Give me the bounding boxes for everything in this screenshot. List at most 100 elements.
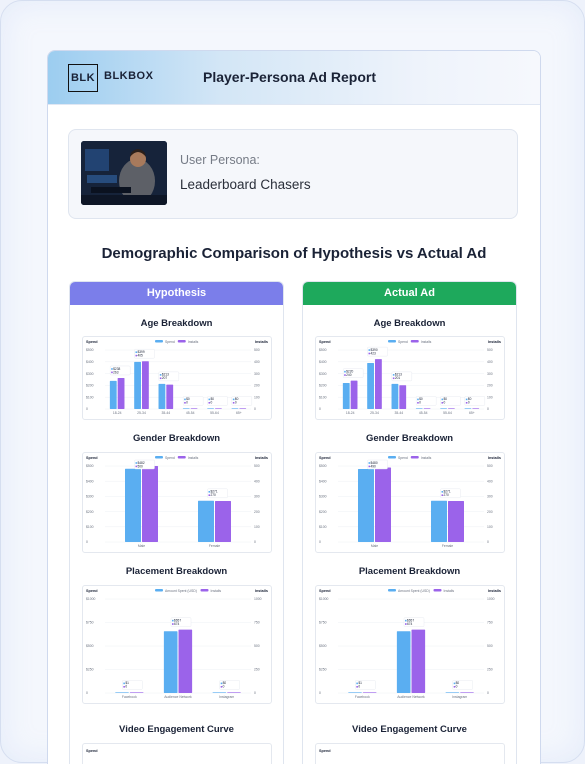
data-label-box [207,488,228,499]
y-tick-left: $300 [319,495,327,499]
data-label-swatch [220,686,223,688]
data-label-installs: 0 [125,685,127,689]
bar-spend [158,383,166,409]
data-label-installs: 0 [419,401,421,405]
x-tick-label: Audience Network [164,695,192,699]
y-tick-left: $100 [86,525,94,529]
y-tick-left: 0 [319,407,321,411]
bar-spend [445,692,460,693]
y-tick-right: 500 [487,464,493,468]
data-label-swatch [232,398,235,401]
data-label-installs: 0 [223,685,225,689]
x-tick-label: Instagram [452,695,467,699]
bar-spend [231,408,239,409]
data-label-swatch [111,368,113,370]
x-tick-label: 35-44 [161,411,170,415]
data-label-swatch [184,402,186,404]
y-axis-label-left: Spend [319,456,331,460]
gender-chart: Spend Installs Spend Installs $500 500 $400 400… [315,452,505,553]
legend-swatch-installs [200,589,209,592]
y-tick-left: $400 [86,479,94,483]
data-label-swatch [417,402,419,404]
x-tick-label: 45-54 [419,411,428,415]
legend-label-spend: Spend [165,340,175,344]
x-tick-label: Facebook [122,695,137,699]
data-label-installs: 0 [358,685,360,689]
y-tick-left: $200 [86,510,94,514]
data-label-box [367,459,388,470]
y-axis-label-right: Installs [255,340,268,344]
data-label-installs: 674 [174,622,180,626]
x-tick-label: Male [371,544,378,548]
bar-spend [348,692,362,693]
data-label-spend: $482 [138,461,145,465]
y-tick-right: 750 [487,621,493,625]
data-label-swatch [368,349,371,351]
data-label-box [170,617,192,627]
y-tick-right: 0 [254,540,256,544]
bar-spend [212,692,227,693]
x-tick-label: 35-44 [394,411,403,415]
bar-spend [342,383,350,409]
data-label-swatch [111,371,113,374]
logo-mark: BLK [68,64,98,92]
bar-installs [375,467,391,542]
bar-spend [115,692,129,693]
y-tick-right: 300 [487,372,493,376]
data-label-box [342,368,364,378]
data-label-swatch [453,682,456,685]
y-axis-label-right: Installs [255,589,268,593]
legend-label-installs: Installs [188,456,199,460]
actual-header: Actual Ad [303,282,516,305]
y-tick-right: 500 [254,644,260,648]
bar-spend [464,408,472,409]
bar-installs [472,408,480,409]
data-label-swatch [368,465,371,468]
video-chart: Spend [315,743,505,764]
legend-label-installs: Installs [421,340,432,344]
placement-chart: Spend Installs Amount Spent (USD) Installs $… [315,585,505,704]
data-label-swatch [208,398,211,401]
data-label-box [219,680,240,690]
data-label-box [122,680,143,690]
y-tick-right: 400 [487,360,493,364]
data-label-box [403,617,425,627]
data-label-swatch [208,491,211,493]
bar-spend [396,631,411,693]
y-tick-right: 1000 [254,597,262,601]
data-label-swatch [159,377,162,380]
data-label-box [134,349,155,359]
age-chart: Spend Installs Spend Installs $500 500 $400 400… [315,336,505,420]
bar-installs [448,408,455,409]
age-chart-title: Age Breakdown [373,318,446,329]
data-label-spend: $1 [358,681,362,685]
data-label-installs: 674 [407,622,413,626]
y-tick-left: $100 [319,525,327,529]
data-label-installs: 270 [444,493,450,497]
data-label-swatch [135,462,138,464]
y-tick-left: $250 [86,668,94,672]
y-tick-left: $400 [319,479,327,483]
y-tick-left: $500 [319,464,327,468]
legend-label-installs: Installs [188,340,199,344]
data-label-swatch [172,619,174,622]
bar-spend [163,631,178,693]
x-tick-label: 18-24 [346,411,355,415]
y-tick-left: $200 [86,384,94,388]
x-tick-label: 18-24 [113,411,122,415]
y-tick-right: 400 [254,360,260,364]
data-label-box [367,346,388,357]
y-axis-label-left: Spend [86,340,98,344]
y-tick-left: $750 [86,621,94,625]
y-axis-label-right: Installs [488,456,501,460]
bar-installs [239,408,247,409]
data-label-spend: $238 [113,367,120,371]
video-chart-title: Video Engagement Curve [119,724,234,735]
y-axis-label-left: Spend [319,589,331,593]
age-chart-title: Age Breakdown [140,318,213,329]
y-tick-right: 100 [487,395,493,399]
y-tick-left: $100 [319,395,327,399]
data-label-swatch [208,402,211,404]
y-tick-right: 200 [487,384,493,388]
bar-installs [448,500,464,542]
